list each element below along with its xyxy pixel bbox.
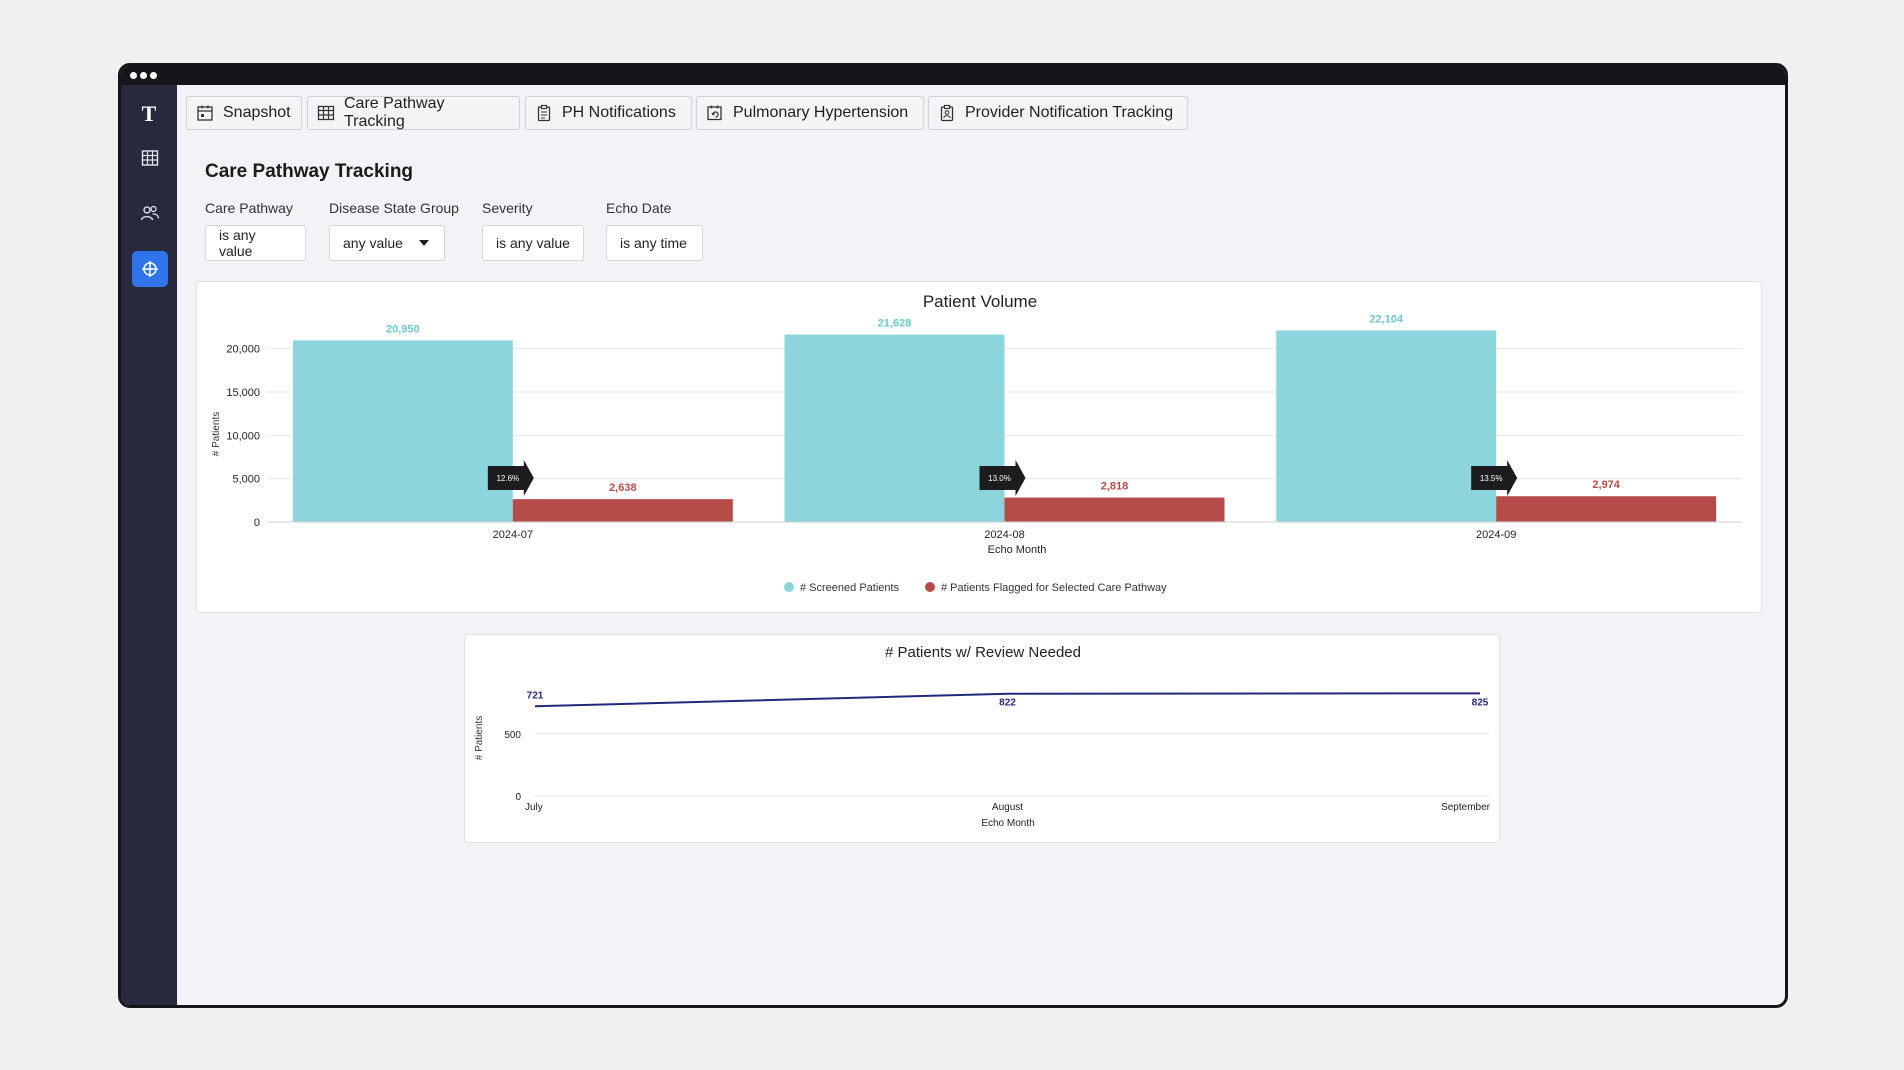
x-tick-label: 2024-07 <box>493 529 533 541</box>
data-label-screened: 22,104 <box>1369 313 1404 325</box>
logo-text: T <box>141 101 157 126</box>
y-axis-label: # Patients <box>474 716 485 760</box>
calendar-icon <box>196 104 214 122</box>
users-icon <box>140 205 160 221</box>
tab-label: Care Pathway Tracking <box>344 95 445 130</box>
bar-screened <box>292 340 513 522</box>
app-logo[interactable]: T <box>131 99 167 129</box>
data-label: 721 <box>527 690 544 701</box>
filter-label-care-pathway: Care Pathway <box>205 200 293 216</box>
y-tick-label: 5,000 <box>232 474 260 486</box>
percent-arrow-marker <box>487 460 534 496</box>
y-tick-label: 20,000 <box>226 344 260 356</box>
calendar-refresh-icon <box>706 104 724 122</box>
tab-ph-notifications[interactable]: PH Notifications <box>525 96 692 130</box>
filter-disease-state-group[interactable]: any value <box>329 225 445 261</box>
x-axis-label: Echo Month <box>981 818 1034 829</box>
y-tick-label: 10,000 <box>226 430 260 442</box>
legend-swatch-flagged <box>925 582 935 592</box>
sidebar-item-users[interactable] <box>132 195 168 231</box>
data-label-screened: 20,950 <box>386 323 420 335</box>
filter-label-echo-date: Echo Date <box>606 200 672 216</box>
x-tick-label: August <box>992 802 1023 813</box>
filter-echo-date[interactable]: is any time <box>606 225 703 261</box>
y-axis-label: # Patients <box>211 412 222 456</box>
data-label-flagged: 2,818 <box>1101 481 1129 493</box>
tab-label: Pulmonary Hypertension <box>733 104 909 121</box>
bar-flagged <box>1496 496 1717 522</box>
x-tick-label: 2024-08 <box>984 529 1024 541</box>
filter-severity[interactable]: is any value <box>482 225 584 261</box>
tab-label: Snapshot <box>223 104 291 121</box>
filter-value: any value <box>343 235 403 251</box>
clipboard-icon <box>535 104 553 122</box>
tab-provider-notification-tracking[interactable]: Provider Notification Tracking <box>928 96 1188 130</box>
window-titlebar <box>121 66 1785 85</box>
y-tick-label: 0 <box>254 517 260 529</box>
percent-arrow-marker <box>1471 460 1518 496</box>
y-tick-label: 15,000 <box>226 387 260 399</box>
crosshair-icon <box>142 261 158 277</box>
x-tick-label: September <box>1441 802 1491 813</box>
bar-screened <box>784 334 1005 522</box>
sidebar-item-tables[interactable] <box>132 140 168 176</box>
review-needed-chart: # Patients w/ Review Needed 0 500 # Patient… <box>474 644 1491 829</box>
y-tick-label: 0 <box>515 792 521 803</box>
sidebar: T <box>121 85 177 1005</box>
patient-volume-card: Patient Volume 0 5,000 10,000 15,000 20,000 # … <box>196 281 1762 613</box>
chart-title: Patient Volume <box>923 292 1037 311</box>
legend-swatch-screened <box>784 582 794 592</box>
legend-label-flagged: # Patients Flagged for Selected Care Pat… <box>941 582 1167 594</box>
patient-volume-chart: Patient Volume 0 5,000 10,000 15,000 20,000 # … <box>211 292 1742 594</box>
data-label-flagged: 2,638 <box>609 482 637 494</box>
data-label-flagged: 2,974 <box>1592 479 1620 491</box>
bar-screened <box>1276 330 1497 522</box>
tab-label: PH Notifications <box>562 104 676 121</box>
table-icon <box>317 104 335 122</box>
bar-flagged <box>512 499 733 522</box>
x-tick-label: July <box>525 802 543 813</box>
y-tick-label: 500 <box>504 730 521 741</box>
legend-label-screened: # Screened Patients <box>800 582 900 594</box>
filter-care-pathway[interactable]: is any value <box>205 225 306 261</box>
sidebar-item-care-pathway[interactable] <box>132 251 168 287</box>
page-title: Care Pathway Tracking <box>205 161 414 182</box>
data-label: 822 <box>999 698 1016 709</box>
review-needed-card: # Patients w/ Review Needed 0 500 # Patient… <box>464 634 1500 843</box>
data-label: 825 <box>1472 697 1489 708</box>
percent-label: 13.5% <box>1480 474 1503 483</box>
tab-care-pathway-tracking[interactable]: Care Pathway Tracking <box>307 95 520 130</box>
bar-flagged <box>1004 497 1225 522</box>
table-icon <box>141 150 159 166</box>
app-window: T <box>118 63 1788 1008</box>
window-dot <box>140 72 147 79</box>
chart-title: # Patients w/ Review Needed <box>885 644 1081 661</box>
chevron-down-icon <box>418 240 429 246</box>
tab-pulmonary-hypertension[interactable]: Pulmonary Hypertension <box>696 96 924 130</box>
tab-snapshot[interactable]: Snapshot <box>186 96 302 130</box>
filter-label-disease-state-group: Disease State Group <box>329 200 459 216</box>
x-axis-label: Echo Month <box>988 544 1047 556</box>
series-line <box>534 692 1481 708</box>
percent-label: 13.0% <box>988 474 1011 483</box>
filter-value: is any value <box>219 227 256 259</box>
window-dot <box>130 72 137 79</box>
filter-label-severity: Severity <box>482 200 533 216</box>
x-tick-label: 2024-09 <box>1476 529 1516 541</box>
tab-label: Provider Notification Tracking <box>965 104 1174 121</box>
percent-arrow-marker <box>979 460 1026 496</box>
filter-value: is any value <box>496 235 570 251</box>
clipboard-person-icon <box>938 104 956 122</box>
percent-label: 12.6% <box>496 474 519 483</box>
filter-value: is any time <box>620 235 687 251</box>
window-dot <box>150 72 157 79</box>
main-content: Snapshot Care Pathway Tracking <box>177 85 1785 1005</box>
data-label-screened: 21,628 <box>878 318 912 330</box>
